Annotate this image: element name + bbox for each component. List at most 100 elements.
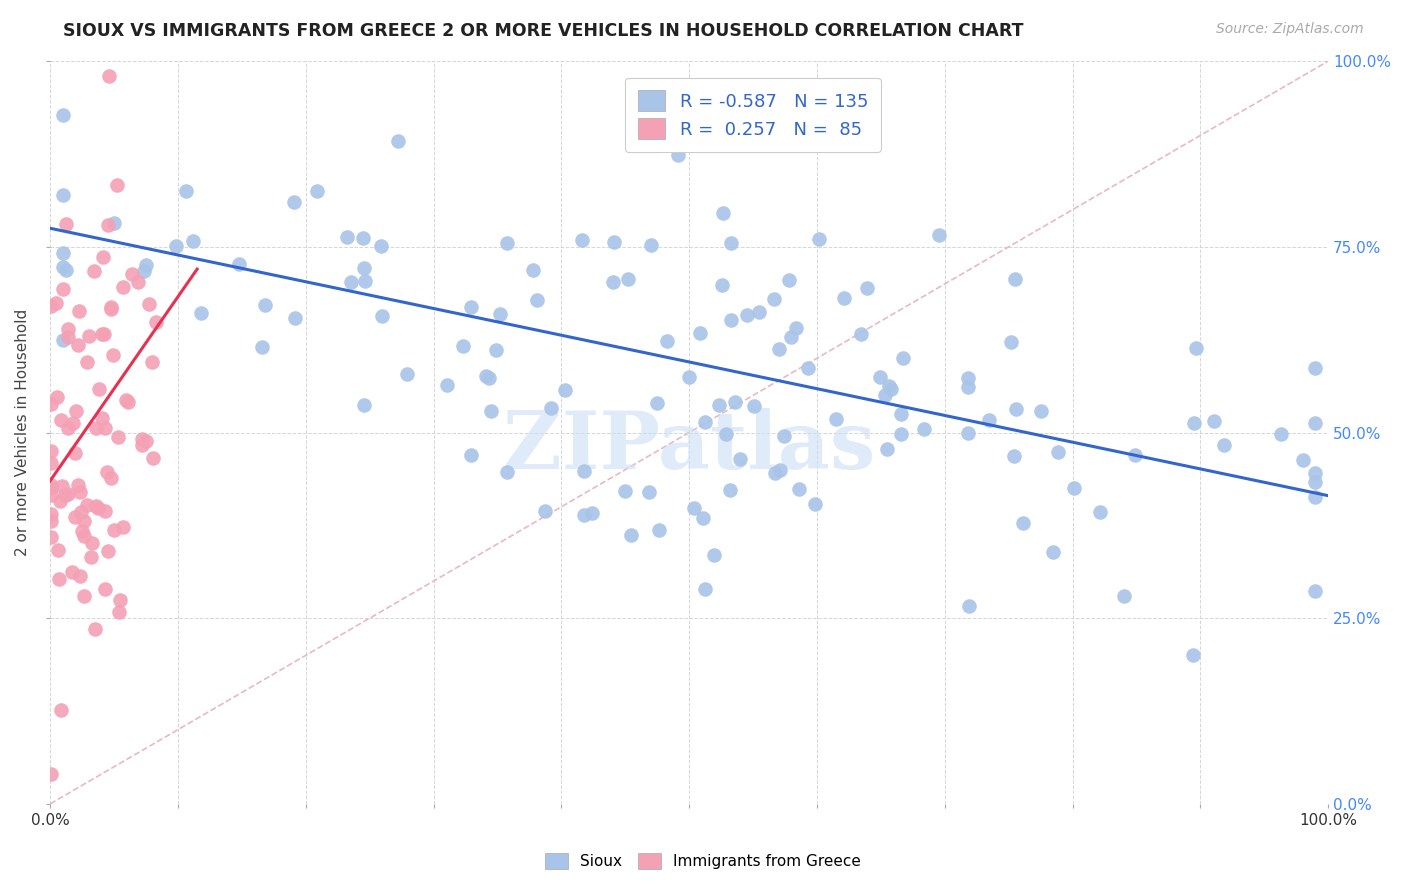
Point	[1004, 402, 1026, 417]
Point	[41, 508, 63, 522]
Point	[977, 413, 1000, 427]
Point	[877, 379, 900, 393]
Point	[1004, 272, 1026, 286]
Point	[849, 327, 872, 342]
Point	[780, 330, 803, 344]
Point	[707, 398, 730, 412]
Point	[339, 276, 361, 290]
Point	[720, 312, 742, 326]
Point	[131, 437, 153, 451]
Point	[63, 446, 86, 460]
Point	[67, 304, 90, 318]
Point	[112, 279, 135, 293]
Point	[710, 277, 733, 292]
Point	[41, 488, 63, 502]
Point	[65, 404, 87, 418]
Point	[890, 407, 912, 421]
Point	[1305, 360, 1327, 375]
Point	[100, 471, 122, 485]
Point	[522, 262, 544, 277]
Point	[49, 413, 72, 427]
Point	[478, 370, 501, 384]
Point	[773, 428, 796, 442]
Point	[692, 510, 714, 524]
Point	[613, 484, 636, 499]
Point	[1305, 417, 1327, 431]
Point	[80, 535, 103, 549]
Point	[353, 398, 375, 412]
Point	[93, 326, 115, 341]
Point	[83, 622, 105, 636]
Point	[127, 276, 149, 290]
Point	[778, 273, 800, 287]
Point	[67, 337, 90, 351]
Point	[1305, 491, 1327, 505]
Point	[711, 206, 734, 220]
Point	[41, 456, 63, 470]
Point	[720, 236, 742, 251]
Point	[51, 703, 73, 717]
Point	[1029, 404, 1052, 418]
Point	[928, 228, 950, 243]
Point	[1125, 448, 1147, 462]
Point	[370, 238, 392, 252]
Point	[912, 422, 935, 436]
Point	[97, 544, 120, 558]
Point	[1305, 584, 1327, 599]
Point	[86, 500, 108, 515]
Point	[121, 268, 143, 282]
Point	[336, 230, 359, 244]
Point	[640, 238, 662, 252]
Point	[52, 108, 75, 122]
Point	[70, 524, 93, 539]
Point	[94, 504, 117, 518]
Legend: R = -0.587   N = 135, R =  0.257   N =  85: R = -0.587 N = 135, R = 0.257 N = 85	[626, 78, 880, 152]
Point	[253, 298, 276, 312]
Point	[695, 582, 717, 596]
Point	[93, 251, 115, 265]
Point	[796, 361, 818, 376]
Point	[138, 297, 160, 311]
Point	[1114, 589, 1136, 603]
Point	[135, 434, 157, 448]
Point	[117, 395, 139, 409]
Text: SIOUX VS IMMIGRANTS FROM GREECE 2 OR MORE VEHICLES IN HOUSEHOLD CORRELATION CHAR: SIOUX VS IMMIGRANTS FROM GREECE 2 OR MOR…	[63, 22, 1024, 40]
Point	[80, 550, 103, 565]
Point	[678, 369, 700, 384]
Point	[957, 426, 980, 441]
Point	[395, 368, 418, 382]
Point	[789, 482, 811, 496]
Point	[832, 291, 855, 305]
Point	[73, 589, 96, 603]
Point	[70, 505, 93, 519]
Point	[90, 327, 112, 342]
Point	[496, 236, 519, 251]
Point	[769, 463, 792, 477]
Point	[60, 565, 83, 579]
Point	[107, 429, 129, 443]
Point	[657, 334, 679, 348]
Point	[1305, 466, 1327, 480]
Point	[190, 306, 212, 320]
Point	[785, 321, 807, 335]
Point	[51, 479, 73, 493]
Point	[56, 330, 79, 344]
Point	[485, 343, 508, 357]
Point	[1305, 475, 1327, 489]
Point	[45, 296, 67, 310]
Point	[141, 451, 163, 466]
Point	[100, 302, 122, 317]
Point	[55, 217, 77, 231]
Point	[94, 582, 117, 596]
Point	[574, 508, 596, 522]
Point	[572, 464, 595, 478]
Point	[890, 427, 912, 442]
Point	[1291, 452, 1313, 467]
Point	[724, 394, 747, 409]
Point	[56, 487, 79, 501]
Point	[145, 315, 167, 329]
Point	[52, 334, 75, 348]
Point	[807, 232, 830, 246]
Point	[141, 355, 163, 369]
Point	[668, 148, 690, 162]
